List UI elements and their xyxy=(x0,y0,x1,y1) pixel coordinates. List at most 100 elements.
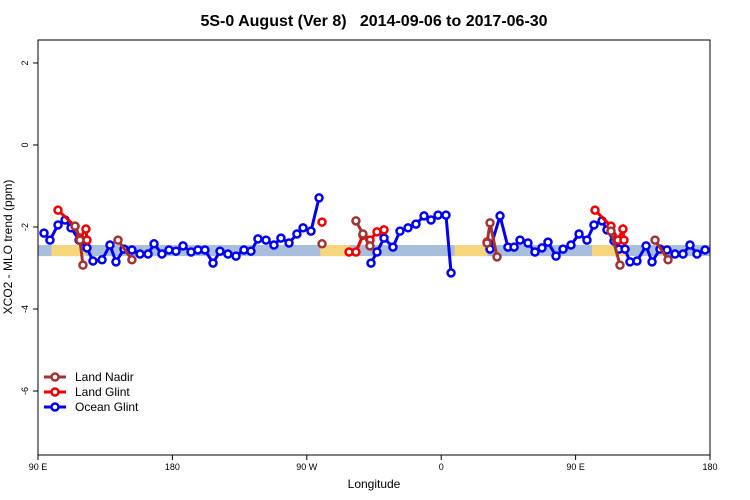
legend-label: Land Glint xyxy=(75,385,130,399)
data-point xyxy=(306,226,316,236)
data-point xyxy=(582,235,592,245)
data-point xyxy=(523,238,533,248)
data-point xyxy=(403,223,413,233)
data-point xyxy=(692,249,702,259)
data-point xyxy=(113,235,123,245)
land-segment xyxy=(320,245,351,257)
data-point xyxy=(632,256,642,266)
data-point xyxy=(178,241,188,251)
data-point xyxy=(358,229,368,239)
data-point xyxy=(215,246,225,256)
data-point xyxy=(650,235,660,245)
data-point xyxy=(574,229,584,239)
chart-title: 5S-0 August (Ver 8) 2014-09-06 to 2017-0… xyxy=(200,13,547,30)
data-point xyxy=(149,239,159,249)
y-tick-label: -6 xyxy=(20,387,30,395)
data-point xyxy=(530,247,540,257)
data-point xyxy=(606,226,616,236)
data-point xyxy=(157,249,167,259)
data-point xyxy=(372,247,382,257)
data-point xyxy=(685,240,695,250)
legend-marker xyxy=(50,402,60,412)
legend-label: Ocean Glint xyxy=(75,400,139,414)
data-point xyxy=(566,240,576,250)
y-tick-label: -4 xyxy=(20,305,30,313)
y-tick-label: 0 xyxy=(20,142,30,147)
data-point xyxy=(641,241,651,251)
data-point xyxy=(441,210,451,220)
y-axis-label: XCO2 - MLO trend (ppm) xyxy=(1,180,15,315)
data-point xyxy=(246,246,256,256)
data-point xyxy=(70,221,80,231)
data-point xyxy=(678,249,688,259)
data-point xyxy=(78,260,88,270)
data-point xyxy=(618,224,628,234)
land-segment xyxy=(592,245,630,257)
data-point xyxy=(647,257,657,267)
data-point xyxy=(53,205,63,215)
data-point xyxy=(365,241,375,251)
data-point xyxy=(351,247,361,257)
data-point xyxy=(558,244,568,254)
data-point xyxy=(75,235,85,245)
data-point xyxy=(482,238,492,248)
data-point xyxy=(82,243,92,253)
y-tick-label: -2 xyxy=(20,223,30,231)
data-point xyxy=(662,245,672,255)
y-tick-label: 2 xyxy=(20,60,30,65)
data-point xyxy=(509,242,519,252)
data-point xyxy=(619,235,629,245)
data-point xyxy=(45,235,55,245)
data-point xyxy=(171,246,181,256)
data-point xyxy=(208,258,218,268)
x-tick-label: 90 E xyxy=(566,462,585,472)
data-point xyxy=(388,242,398,252)
data-point xyxy=(395,226,405,236)
data-point xyxy=(276,233,286,243)
plot-area: 90 E 180 90 W 0 90 E 180 -6 -4 -2 0 2 Land NadirLan… xyxy=(20,39,718,472)
x-tick-label: 180 xyxy=(165,462,180,472)
data-point xyxy=(317,217,327,227)
data-point xyxy=(298,223,308,233)
data-point xyxy=(663,255,673,265)
x-tick-label: 0 xyxy=(439,462,444,472)
data-point xyxy=(433,210,443,220)
data-point xyxy=(670,249,680,259)
land-segment xyxy=(454,245,488,257)
data-point xyxy=(39,228,49,238)
data-point xyxy=(446,268,456,278)
data-point xyxy=(314,193,324,203)
data-point xyxy=(231,251,241,261)
data-point xyxy=(485,218,495,228)
data-point xyxy=(615,260,625,270)
legend-marker xyxy=(50,372,60,382)
data-point xyxy=(351,216,361,226)
data-point xyxy=(127,255,137,265)
data-point xyxy=(261,235,271,245)
data-point xyxy=(253,234,263,244)
legend-label: Land Nadir xyxy=(75,370,134,384)
land-segment xyxy=(51,245,86,257)
data-point xyxy=(223,249,233,259)
data-point xyxy=(515,235,525,245)
data-point xyxy=(379,225,389,235)
data-point xyxy=(81,224,91,234)
data-point xyxy=(590,205,600,215)
data-point xyxy=(620,244,630,254)
data-point xyxy=(200,245,210,255)
x-axis-label: Longitude xyxy=(348,477,401,491)
data-point xyxy=(143,249,153,259)
data-point xyxy=(551,251,561,261)
data-point xyxy=(53,220,63,230)
data-point xyxy=(379,233,389,243)
data-point xyxy=(411,219,421,229)
data-point xyxy=(492,252,502,262)
data-point xyxy=(292,229,302,239)
data-point xyxy=(426,215,436,225)
data-point xyxy=(105,240,115,250)
data-point xyxy=(135,249,145,259)
data-point xyxy=(284,238,294,248)
data-point xyxy=(589,220,599,230)
